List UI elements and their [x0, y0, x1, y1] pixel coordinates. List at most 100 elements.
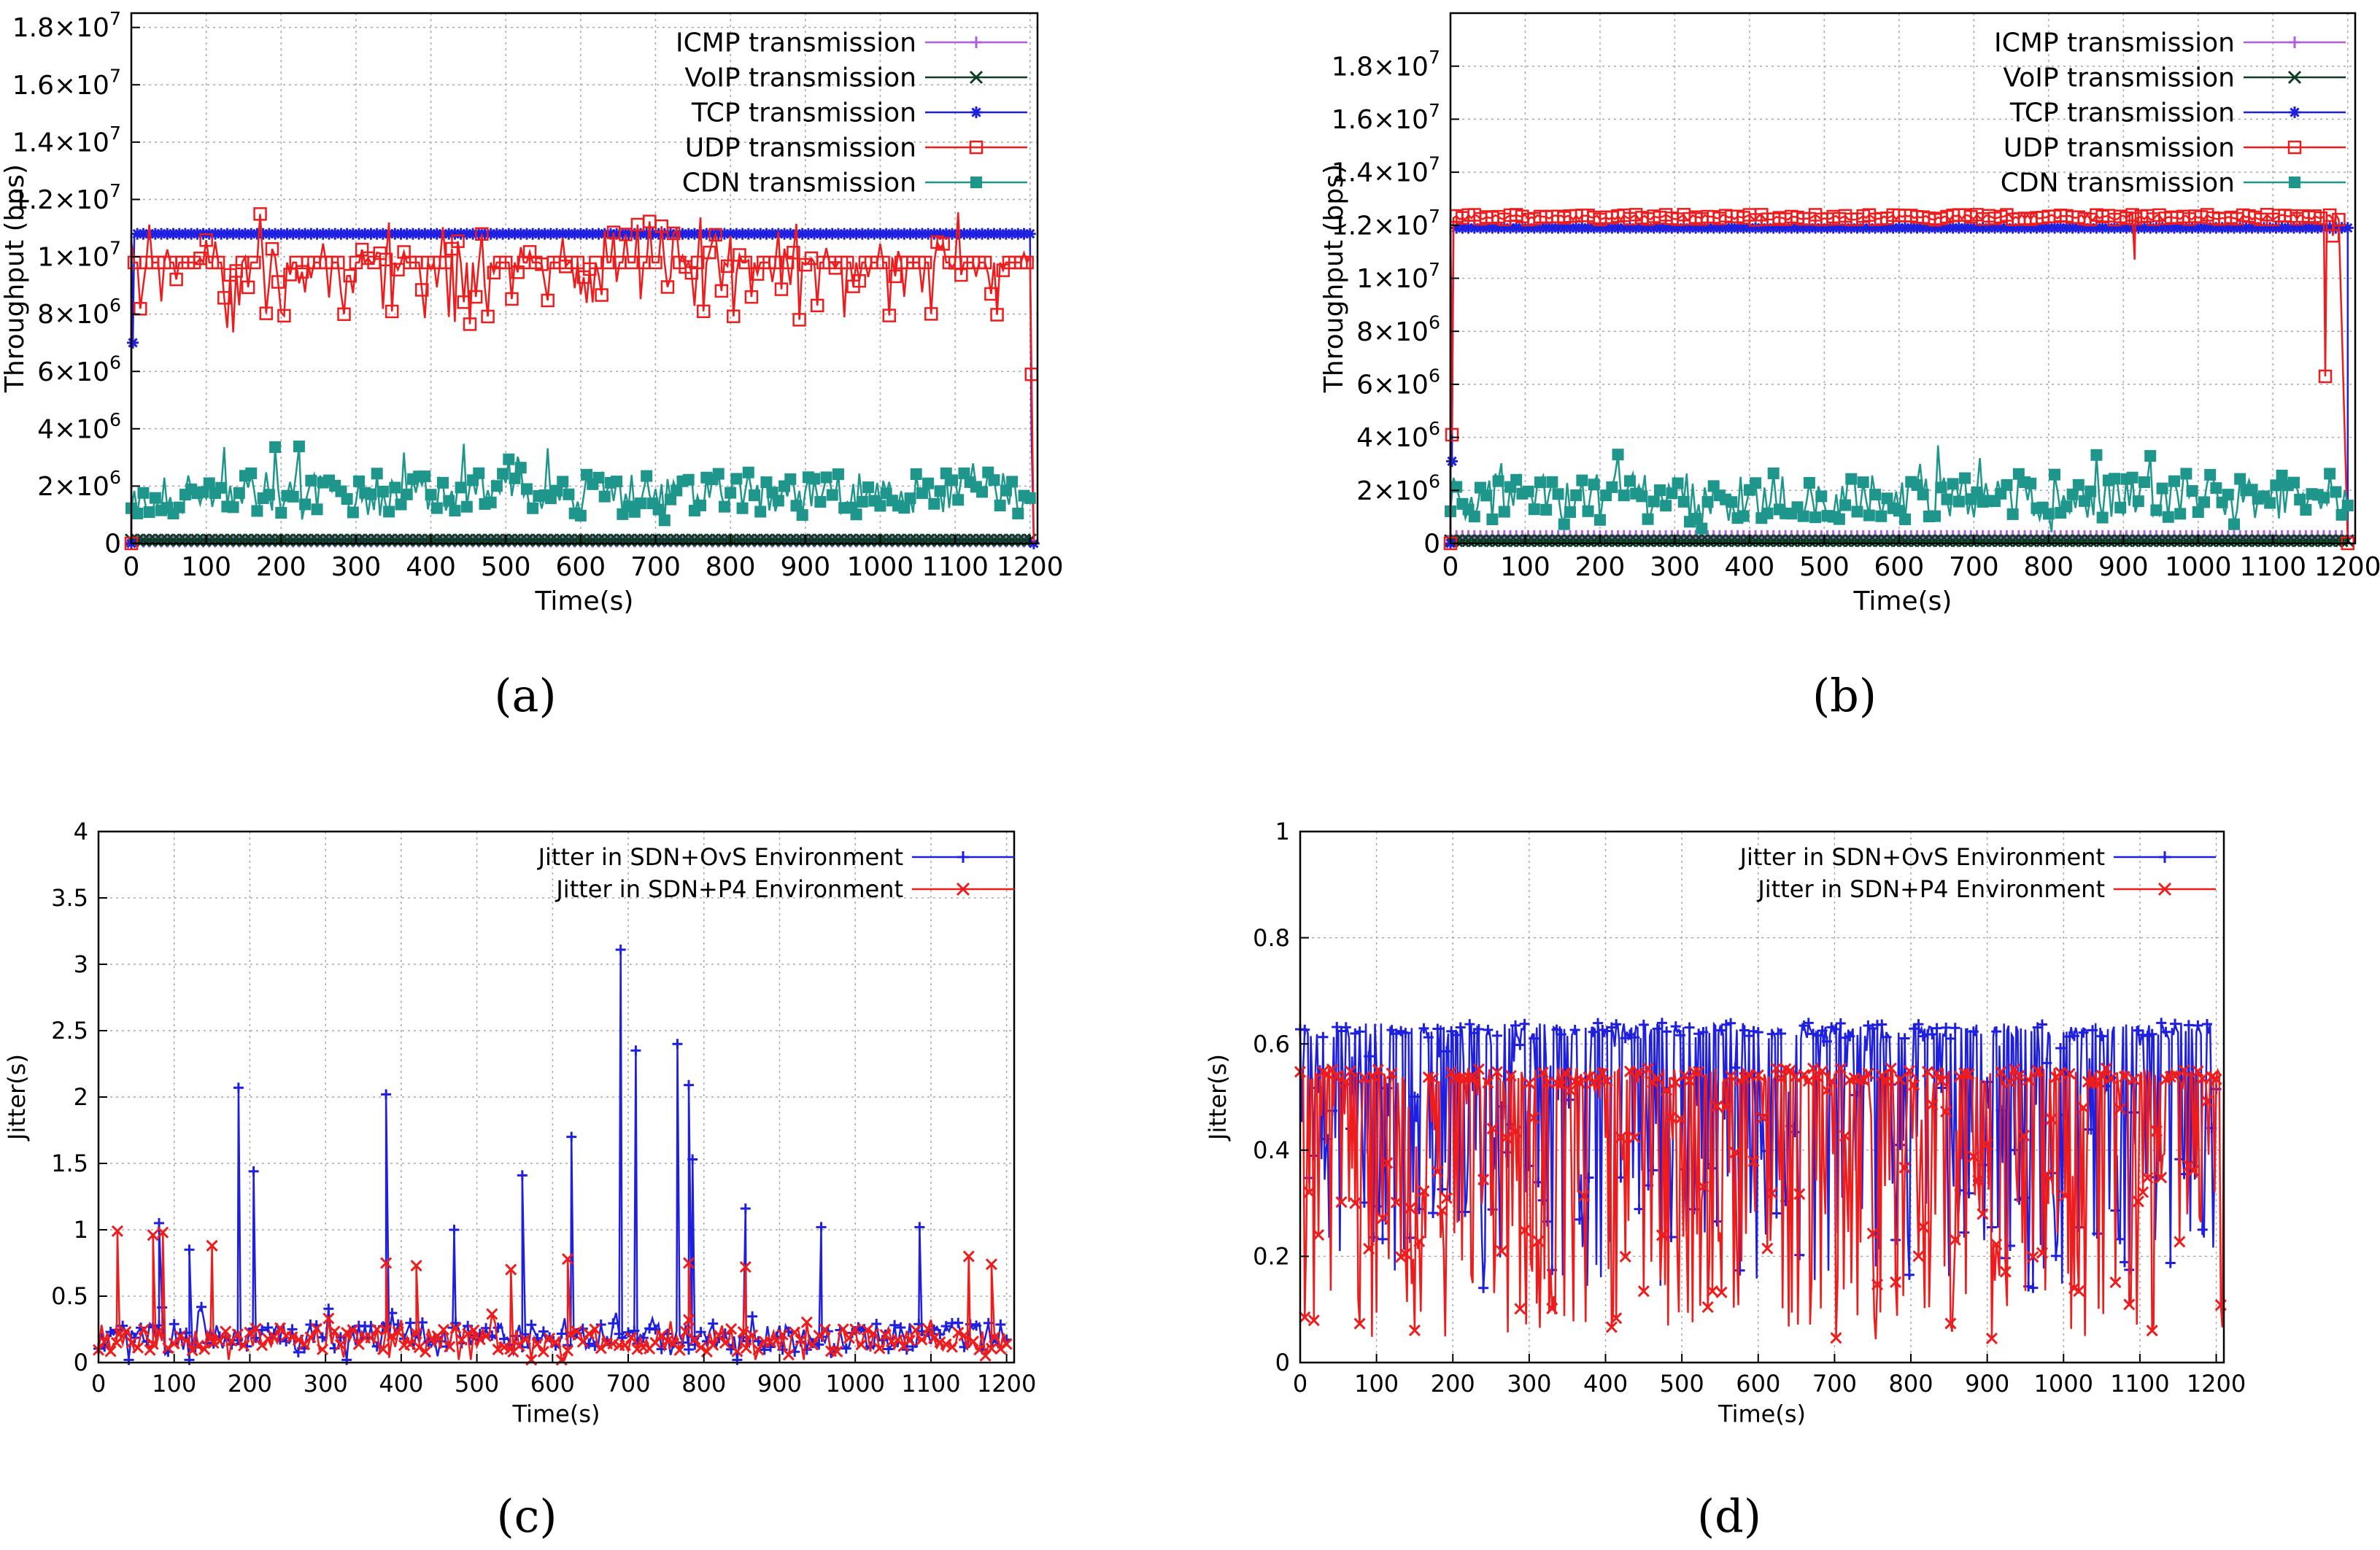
data-point: [1503, 534, 1518, 548]
x-tick-label: 700: [606, 1370, 650, 1398]
data-point: [700, 228, 713, 240]
y-axis-label: Jitter(s): [1204, 1054, 1232, 1142]
data-point: [1698, 1027, 1709, 1038]
data-point: [2109, 473, 2121, 485]
data-point: [2114, 534, 2128, 548]
data-point: [1771, 1208, 1782, 1219]
data-point: [2096, 222, 2109, 234]
data-point: [2022, 1074, 2035, 1086]
data-point: [401, 488, 413, 500]
data-point: [161, 228, 174, 240]
data-point: [1881, 222, 1893, 234]
data-point: [1539, 534, 1553, 548]
data-point: [1671, 534, 1685, 548]
data-point: [574, 509, 587, 522]
data-point: [371, 468, 383, 480]
data-point: [904, 228, 916, 240]
data-point: [389, 481, 401, 494]
data-point: [1839, 534, 1852, 548]
data-point: [2036, 1247, 2049, 1259]
plot-area: [92, 944, 1013, 1366]
data-point: [1483, 1024, 1494, 1035]
data-point: [1947, 222, 1959, 234]
data-point: [898, 228, 911, 240]
data-point: [2287, 476, 2300, 489]
data-point: [149, 492, 161, 504]
data-point: [765, 1341, 776, 1352]
data-point: [1537, 1066, 1549, 1079]
data-point: [2335, 508, 2348, 521]
data-point: [1638, 1019, 1649, 1030]
data-point: [2300, 222, 2312, 234]
data-point: [2030, 534, 2044, 548]
y-tick-label: 1: [74, 1216, 88, 1244]
data-point: [144, 1344, 156, 1356]
data-point: [1569, 534, 1583, 548]
data-point: [760, 476, 773, 489]
data-point: [1515, 534, 1529, 548]
data-point: [886, 228, 898, 240]
data-point: [2162, 511, 2174, 523]
data-point: [389, 228, 401, 240]
data-point: [2137, 534, 2152, 548]
data-point: [2222, 489, 2234, 501]
data-point: [1999, 1266, 2012, 1278]
data-point: [1923, 222, 1935, 234]
data-point: [1802, 1074, 1815, 1087]
data-point: [1815, 534, 1828, 548]
data-point: [1898, 534, 1912, 548]
data-point: [2085, 485, 2097, 497]
data-point: [611, 476, 623, 488]
data-point: [1647, 222, 1660, 234]
data-point: [143, 506, 155, 519]
data-point: [641, 470, 653, 482]
legend-marker: [2157, 882, 2172, 896]
data-point: [816, 1222, 827, 1233]
data-point: [1563, 534, 1577, 548]
data-point: [2270, 479, 2282, 492]
data-point: [1707, 534, 1720, 548]
grid: [1299, 831, 2224, 1363]
data-point: [1862, 534, 1876, 548]
data-point: [2055, 1066, 2067, 1079]
data-point: [1491, 1066, 1504, 1078]
data-point: [2079, 495, 2091, 507]
data-point: [1674, 1112, 1687, 1125]
series-line: [1299, 1065, 2225, 1340]
data-point: [687, 1154, 698, 1165]
data-point: [1510, 1020, 1521, 1031]
data-point: [1935, 481, 1947, 494]
data-point: [2036, 1019, 2047, 1030]
data-point: [754, 228, 767, 240]
data-point: [1895, 1139, 1906, 1150]
data-point: [1970, 534, 1984, 548]
data-point: [310, 1322, 322, 1335]
y-tick-label: 6×106: [37, 352, 121, 387]
y-tick-label: 1.5: [51, 1150, 88, 1177]
x-tick-label: 1200: [997, 552, 1064, 582]
data-point: [251, 505, 263, 517]
data-point: [1701, 222, 1714, 234]
data-point: [341, 493, 353, 505]
data-point: [1766, 1187, 1778, 1199]
plot-area: [1294, 1018, 2227, 1344]
data-point: [1522, 485, 1534, 497]
data-point: [2024, 534, 2038, 548]
data-point: [1496, 1245, 1508, 1258]
data-point: [1719, 534, 1733, 548]
data-point: [527, 502, 539, 514]
x-tick-label: 200: [1431, 1370, 1475, 1398]
data-point: [443, 495, 455, 507]
data-point: [1899, 513, 1912, 525]
data-point: [2085, 222, 2097, 234]
data-point: [1456, 222, 1469, 234]
y-axis-label: Throughput (bps): [1319, 164, 1349, 393]
y-tick-label: 6×106: [1356, 365, 1440, 400]
data-point: [281, 228, 293, 240]
data-point: [1642, 513, 1654, 525]
data-point: [1967, 1150, 1979, 1163]
data-point: [155, 228, 168, 240]
data-point: [2036, 222, 2049, 234]
data-point: [247, 255, 261, 270]
data-point: [1791, 501, 1804, 514]
